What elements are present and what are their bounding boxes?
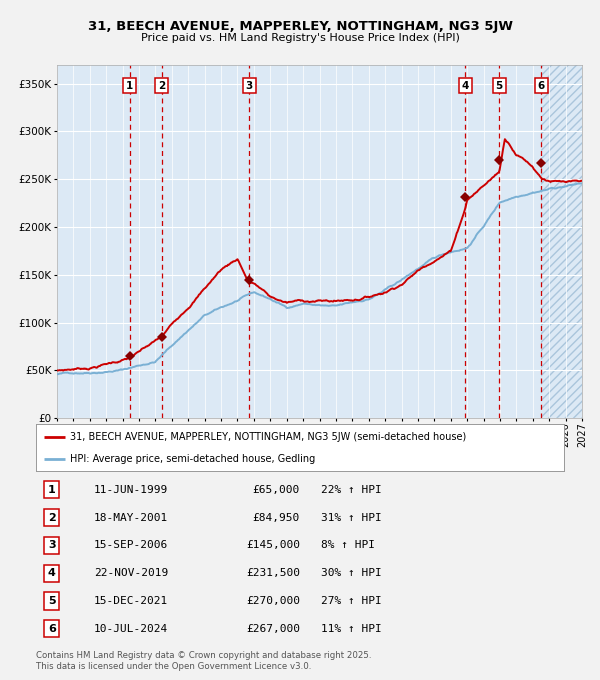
Text: £145,000: £145,000	[246, 541, 300, 550]
Text: 31, BEECH AVENUE, MAPPERLEY, NOTTINGHAM, NG3 5JW: 31, BEECH AVENUE, MAPPERLEY, NOTTINGHAM,…	[88, 20, 512, 33]
Text: 11% ↑ HPI: 11% ↑ HPI	[321, 624, 382, 634]
Text: 6: 6	[538, 80, 545, 90]
Text: HPI: Average price, semi-detached house, Gedling: HPI: Average price, semi-detached house,…	[70, 454, 316, 464]
Text: £267,000: £267,000	[246, 624, 300, 634]
Text: 30% ↑ HPI: 30% ↑ HPI	[321, 568, 382, 578]
Text: £84,950: £84,950	[253, 513, 300, 523]
Text: 11-JUN-1999: 11-JUN-1999	[94, 485, 169, 495]
Text: 4: 4	[461, 80, 469, 90]
Text: 15-DEC-2021: 15-DEC-2021	[94, 596, 169, 606]
Text: 3: 3	[48, 541, 56, 550]
Text: 22-NOV-2019: 22-NOV-2019	[94, 568, 169, 578]
Text: £65,000: £65,000	[253, 485, 300, 495]
Text: 15-SEP-2006: 15-SEP-2006	[94, 541, 169, 550]
Text: 1: 1	[48, 485, 56, 495]
Bar	[541, 65, 582, 418]
Text: 27% ↑ HPI: 27% ↑ HPI	[321, 596, 382, 606]
Text: 5: 5	[48, 596, 56, 606]
Text: 22% ↑ HPI: 22% ↑ HPI	[321, 485, 382, 495]
Text: Price paid vs. HM Land Registry's House Price Index (HPI): Price paid vs. HM Land Registry's House …	[140, 33, 460, 43]
Text: 31, BEECH AVENUE, MAPPERLEY, NOTTINGHAM, NG3 5JW (semi-detached house): 31, BEECH AVENUE, MAPPERLEY, NOTTINGHAM,…	[70, 432, 467, 442]
Text: 3: 3	[245, 80, 253, 90]
Text: This data is licensed under the Open Government Licence v3.0.: This data is licensed under the Open Gov…	[36, 662, 311, 671]
Text: £231,500: £231,500	[246, 568, 300, 578]
Text: 18-MAY-2001: 18-MAY-2001	[94, 513, 169, 523]
Text: 6: 6	[48, 624, 56, 634]
Text: 2: 2	[48, 513, 56, 523]
Text: 2: 2	[158, 80, 165, 90]
Text: 5: 5	[496, 80, 503, 90]
Text: 31% ↑ HPI: 31% ↑ HPI	[321, 513, 382, 523]
Text: 1: 1	[126, 80, 133, 90]
Text: £270,000: £270,000	[246, 596, 300, 606]
Text: Contains HM Land Registry data © Crown copyright and database right 2025.: Contains HM Land Registry data © Crown c…	[36, 651, 371, 660]
Bar	[541, 65, 582, 418]
Text: 8% ↑ HPI: 8% ↑ HPI	[321, 541, 375, 550]
Text: 4: 4	[48, 568, 56, 578]
Text: 10-JUL-2024: 10-JUL-2024	[94, 624, 169, 634]
